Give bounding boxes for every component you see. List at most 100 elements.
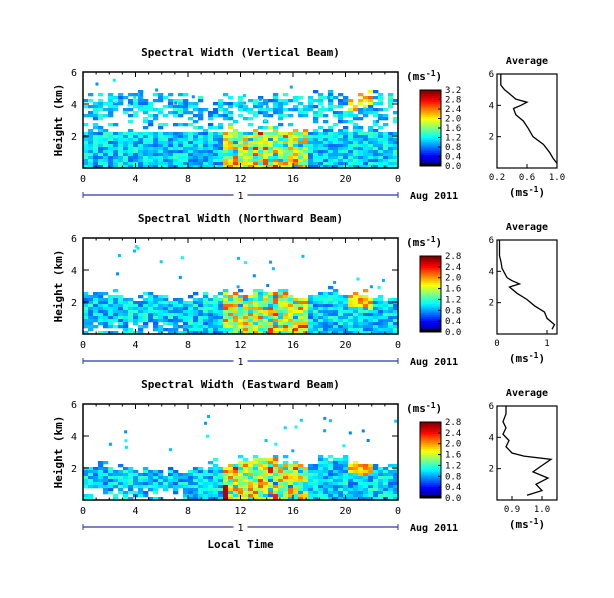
colorbar-band — [420, 473, 441, 476]
colorbar-band — [420, 131, 441, 135]
colorbar-band — [420, 450, 441, 453]
x-tick-label: 0 — [395, 340, 401, 351]
echo-speck — [258, 97, 262, 101]
colorbar-tick-label: 2.0 — [445, 440, 461, 450]
echo-speck — [381, 278, 385, 282]
colorbar-band — [420, 318, 441, 321]
average-title: Average — [506, 388, 548, 399]
echo-speck — [321, 105, 325, 109]
echo-speck — [206, 434, 210, 438]
x-tick-label: 12 — [234, 506, 246, 517]
colorbar-tick-label: 1.2 — [445, 295, 461, 305]
colorbar-tick-label: 2.8 — [445, 418, 461, 428]
y-tick-label: 6 — [71, 68, 77, 79]
colorbar-band — [420, 480, 441, 484]
colorbar-band — [420, 461, 441, 465]
colorbar-band — [420, 423, 441, 427]
y-axis-label: Height (km) — [52, 250, 65, 323]
colorbar-band — [420, 271, 441, 274]
y-axis-label: Height (km) — [52, 84, 65, 157]
echo-speck — [114, 100, 118, 104]
x-axis-label: Local Time — [207, 538, 274, 551]
colorbar-band — [420, 454, 441, 457]
colorbar-band — [420, 486, 441, 489]
date-label: Aug 2011 — [410, 191, 458, 202]
average-title: Average — [506, 222, 548, 233]
heatmap-cells — [83, 414, 398, 500]
x-tick-label: 8 — [185, 340, 191, 351]
colorbar-band — [420, 273, 441, 276]
echo-speck — [369, 285, 373, 289]
colorbar-frame — [419, 255, 442, 333]
panel-3: Spectral Width (Eastward Beam)0 4 8 12 16 20 0… — [52, 378, 558, 534]
echo-speck — [178, 275, 182, 279]
colorbar-band — [420, 156, 441, 159]
average-frame — [496, 405, 558, 501]
echo-speck — [342, 444, 346, 448]
colorbar-unit: (ms-1) — [406, 235, 442, 249]
colorbar-band — [420, 292, 441, 295]
echo-speck — [376, 119, 380, 123]
colorbar-band — [420, 295, 441, 299]
colorbar-band — [420, 160, 441, 163]
colorbar-band — [420, 322, 441, 325]
echo-speck — [95, 82, 99, 86]
echo-speck — [323, 429, 327, 433]
echo-speck — [265, 105, 269, 109]
colorbar-band — [420, 294, 441, 297]
colorbar-band — [420, 259, 441, 263]
colorbar-band — [420, 444, 441, 448]
colorbar-band — [420, 158, 441, 161]
colorbar-band — [420, 297, 441, 301]
colorbar-band — [420, 120, 441, 123]
colorbar-band — [420, 116, 441, 119]
colorbar-band — [420, 284, 441, 287]
panel-1: Spectral Width (Vertical Beam)0 4 8 12 16 20 0… — [52, 46, 565, 202]
colorbar-band — [420, 313, 441, 316]
date-label: Aug 2011 — [410, 523, 458, 534]
colorbar-band — [420, 467, 441, 470]
colorbar-band — [420, 128, 441, 131]
colorbar-band — [420, 482, 441, 486]
colorbar-band — [420, 126, 441, 129]
echo-speck — [127, 103, 131, 107]
colorbar-band — [420, 147, 441, 150]
average-title: Average — [506, 56, 548, 67]
average-x-tick-label: 0.6 — [519, 173, 535, 183]
colorbar-band — [420, 256, 441, 259]
echo-speck — [266, 283, 270, 287]
colorbar-band — [420, 456, 441, 459]
colorbar-band — [420, 326, 441, 329]
colorbar-tick-label: 0.4 — [445, 483, 461, 493]
y-tick-label: 4 — [71, 432, 77, 443]
colorbar-band — [420, 431, 441, 434]
average-unit: (ms-1) — [509, 351, 545, 365]
colorbar-band — [420, 93, 441, 97]
colorbar-band — [420, 452, 441, 455]
colorbar-band — [420, 316, 441, 320]
average-x-tick-label: 0.9 — [504, 505, 520, 515]
colorbar-band — [420, 135, 441, 138]
colorbar-band — [420, 303, 441, 306]
average-y-tick-label: 6 — [489, 236, 494, 246]
average-y-tick-label: 2 — [489, 299, 494, 309]
colorbar-band — [420, 490, 441, 493]
colorbar-band — [420, 145, 441, 148]
y-tick-label: 2 — [71, 298, 77, 309]
colorbar-tick-label: 2.4 — [445, 263, 461, 273]
echo-speck — [301, 254, 305, 258]
y-tick-label: 6 — [71, 234, 77, 245]
echo-speck — [112, 78, 116, 82]
colorbar-tick-label: 0.0 — [445, 328, 461, 338]
x-tick-label: 0 — [80, 174, 86, 185]
echo-speck — [363, 107, 367, 111]
average-profile-line — [498, 240, 556, 330]
echo-speck — [252, 274, 256, 278]
x-tick-label: 0 — [80, 340, 86, 351]
colorbar-band — [420, 446, 441, 449]
echo-speck — [271, 267, 275, 271]
echo-speck — [246, 109, 250, 113]
y-axis-label: Height (km) — [52, 416, 65, 489]
colorbar-band — [420, 469, 441, 472]
x-tick-label: 16 — [287, 174, 299, 185]
